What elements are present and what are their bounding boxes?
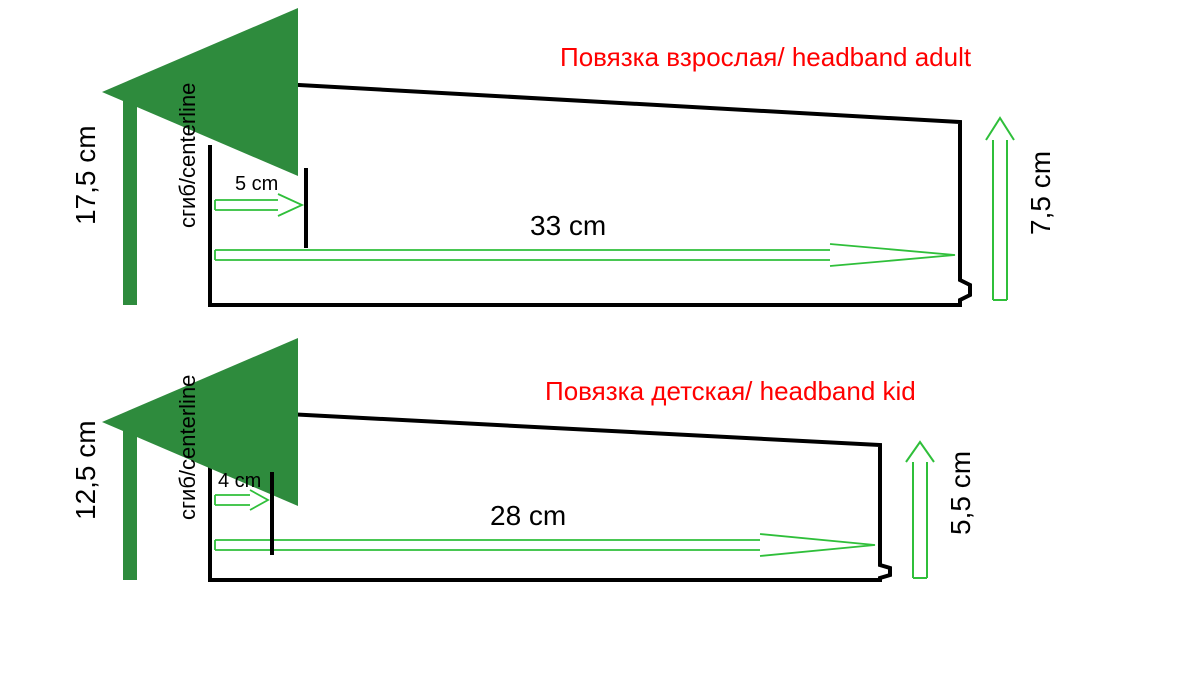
adult-left-height-label: 17,5 cm [70, 125, 101, 225]
kid-length-arrow [215, 534, 875, 556]
adult-inset-arrow [215, 194, 302, 216]
kid-title: Повязка детская/ headband kid [545, 376, 916, 406]
adult-centerline-label: сгиб/centerline [175, 83, 200, 228]
adult-inset-label: 5 cm [235, 173, 278, 195]
adult-length-arrow [215, 244, 955, 266]
kid-length-label: 28 cm [490, 500, 566, 531]
adult-left-break [206, 125, 214, 145]
adult-outline [210, 80, 970, 305]
kid-centerline-label: сгиб/centerline [175, 375, 200, 520]
adult-right-arrow [986, 118, 1014, 300]
kid-right-arrow [906, 442, 934, 578]
adult-right-height-label: 7,5 cm [1025, 151, 1056, 235]
kid-right-height-label: 5,5 cm [945, 451, 976, 535]
adult-length-label: 33 cm [530, 210, 606, 241]
kid-inset-arrow [215, 490, 268, 510]
kid-left-height-label: 12,5 cm [70, 420, 101, 520]
adult-title: Повязка взрослая/ headband adult [560, 42, 972, 72]
kid-outline [210, 410, 890, 580]
kid-left-break [206, 445, 214, 461]
kid-inset-label: 4 cm [218, 470, 261, 492]
